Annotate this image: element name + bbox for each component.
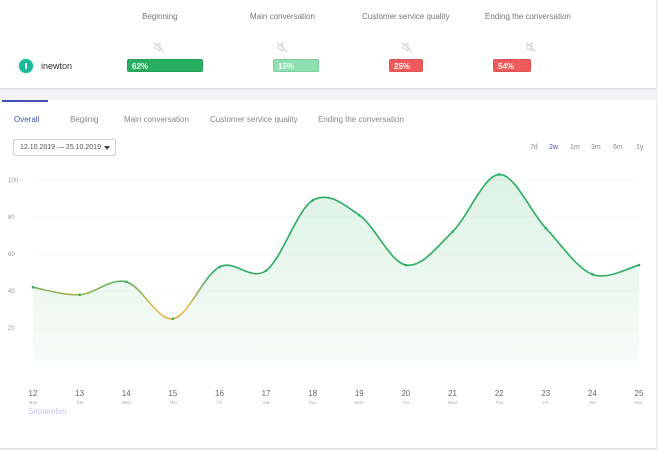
tab-ending-conversation[interactable]: Ending the conversation [318, 115, 404, 124]
active-tab-indicator [2, 100, 48, 102]
x-weekday-label: Wed [122, 400, 132, 405]
x-tick-label: 17 [262, 389, 271, 398]
x-tick-label: 23 [541, 389, 550, 398]
data-point [124, 280, 128, 284]
caret-down-icon [104, 146, 110, 150]
score-bar-ending-conversation: 54% [493, 59, 531, 72]
y-tick-label: 80 [8, 215, 15, 221]
data-point [31, 286, 35, 289]
data-point [171, 317, 175, 321]
data-point [218, 265, 221, 269]
x-tick-label: 13 [75, 389, 84, 398]
score-bar-customer-service-quality: 25% [389, 59, 423, 72]
date-range-value: 12.10.2019 — 25.10.2019 [20, 144, 101, 151]
x-weekday-label: Sun [635, 400, 644, 405]
range-2w[interactable]: 2w [549, 144, 558, 151]
x-tick-label: 24 [588, 389, 597, 398]
x-tick-label: 18 [308, 389, 317, 398]
x-tick-label: 22 [495, 389, 504, 398]
range-1m[interactable]: 1m [570, 144, 580, 151]
muted-sound-icon[interactable] [401, 41, 413, 53]
data-point [78, 293, 81, 296]
column-header-beginning: Beginning [142, 12, 178, 21]
series-area [33, 174, 639, 365]
y-tick-label: 40 [8, 289, 15, 295]
range-7d[interactable]: 7d [530, 144, 538, 151]
tab-main-conversation[interactable]: Main conversation [124, 115, 189, 124]
x-axis: 12 Mon 13 Tue 14 Wed 15 Thu 16 Fri 17 Sat 18 Sun 19 Mon… [29, 389, 644, 405]
tab-beginning[interactable]: Begiinig [70, 115, 99, 124]
x-weekday-label: Sat [263, 400, 271, 405]
muted-sound-icon[interactable] [153, 41, 165, 53]
x-weekday-label: Mon [355, 400, 364, 405]
data-point [264, 269, 268, 272]
trend-panel: Overall Begiinig Main conversation Custo… [0, 100, 656, 448]
tab-overall[interactable]: Overall [14, 115, 40, 124]
data-point [451, 230, 454, 234]
x-weekday-label: Fri [217, 400, 222, 405]
x-tick-label: 21 [448, 389, 457, 398]
x-tick-label: 15 [168, 389, 177, 398]
column-header-ending-conversation: Ending the conversation [485, 12, 571, 21]
score-trend-chart: 100 80 60 40 20 12 Mon 13 Tue 14 Wed 15 Thu 16 Fri 17 S… [8, 173, 644, 405]
x-tick-label: 14 [122, 389, 131, 398]
x-tick-label: 12 [29, 389, 38, 398]
agent-name[interactable]: inewton [41, 61, 73, 71]
x-tick-label: 19 [355, 389, 364, 398]
x-weekday-label: Sun [309, 400, 318, 405]
data-point [311, 199, 314, 202]
data-point [404, 263, 408, 267]
range-3m[interactable]: 3m [591, 144, 601, 151]
data-point [637, 263, 641, 267]
score-bar-beginning: 62% [127, 59, 203, 72]
summary-card: Beginning Main conversation Customer ser… [0, 0, 656, 88]
score-bar-main-conversation: 15% [273, 59, 319, 72]
data-point [544, 226, 548, 230]
date-range-select[interactable]: 12.10.2019 — 25.10.2019 [13, 139, 116, 156]
x-weekday-label: Thu [169, 400, 177, 405]
range-6m[interactable]: 6m [613, 144, 623, 151]
muted-sound-icon[interactable] [276, 41, 288, 53]
x-weekday-label: Sat [589, 400, 597, 405]
data-point [497, 173, 501, 176]
tab-customer-service-quality[interactable]: Customer service quality [210, 115, 298, 124]
x-weekday-label: Thu [495, 400, 503, 405]
range-1y[interactable]: 1y [636, 144, 644, 151]
x-weekday-label: Wed [448, 400, 458, 405]
y-axis: 100 80 60 40 20 [8, 178, 19, 332]
x-weekday-label: Mon [29, 400, 38, 405]
y-tick-label: 20 [8, 326, 15, 332]
x-weekday-label: Tue [402, 400, 410, 405]
x-tick-label: 25 [635, 389, 644, 398]
data-point [591, 273, 594, 276]
column-header-customer-service-quality: Customer service quality [362, 12, 450, 21]
x-tick-label: 20 [401, 389, 410, 398]
x-weekday-label: Fri [543, 400, 548, 405]
month-label: September [28, 407, 68, 416]
x-weekday-label: Tue [76, 400, 84, 405]
data-point [358, 213, 361, 217]
muted-sound-icon[interactable] [525, 41, 537, 53]
series-points [31, 173, 641, 321]
series-line [32, 173, 640, 320]
column-header-main-conversation: Main conversation [250, 12, 315, 21]
y-tick-label: 100 [8, 178, 19, 184]
y-tick-label: 60 [8, 252, 15, 258]
agent-avatar[interactable] [19, 59, 33, 73]
x-tick-label: 16 [215, 389, 224, 398]
